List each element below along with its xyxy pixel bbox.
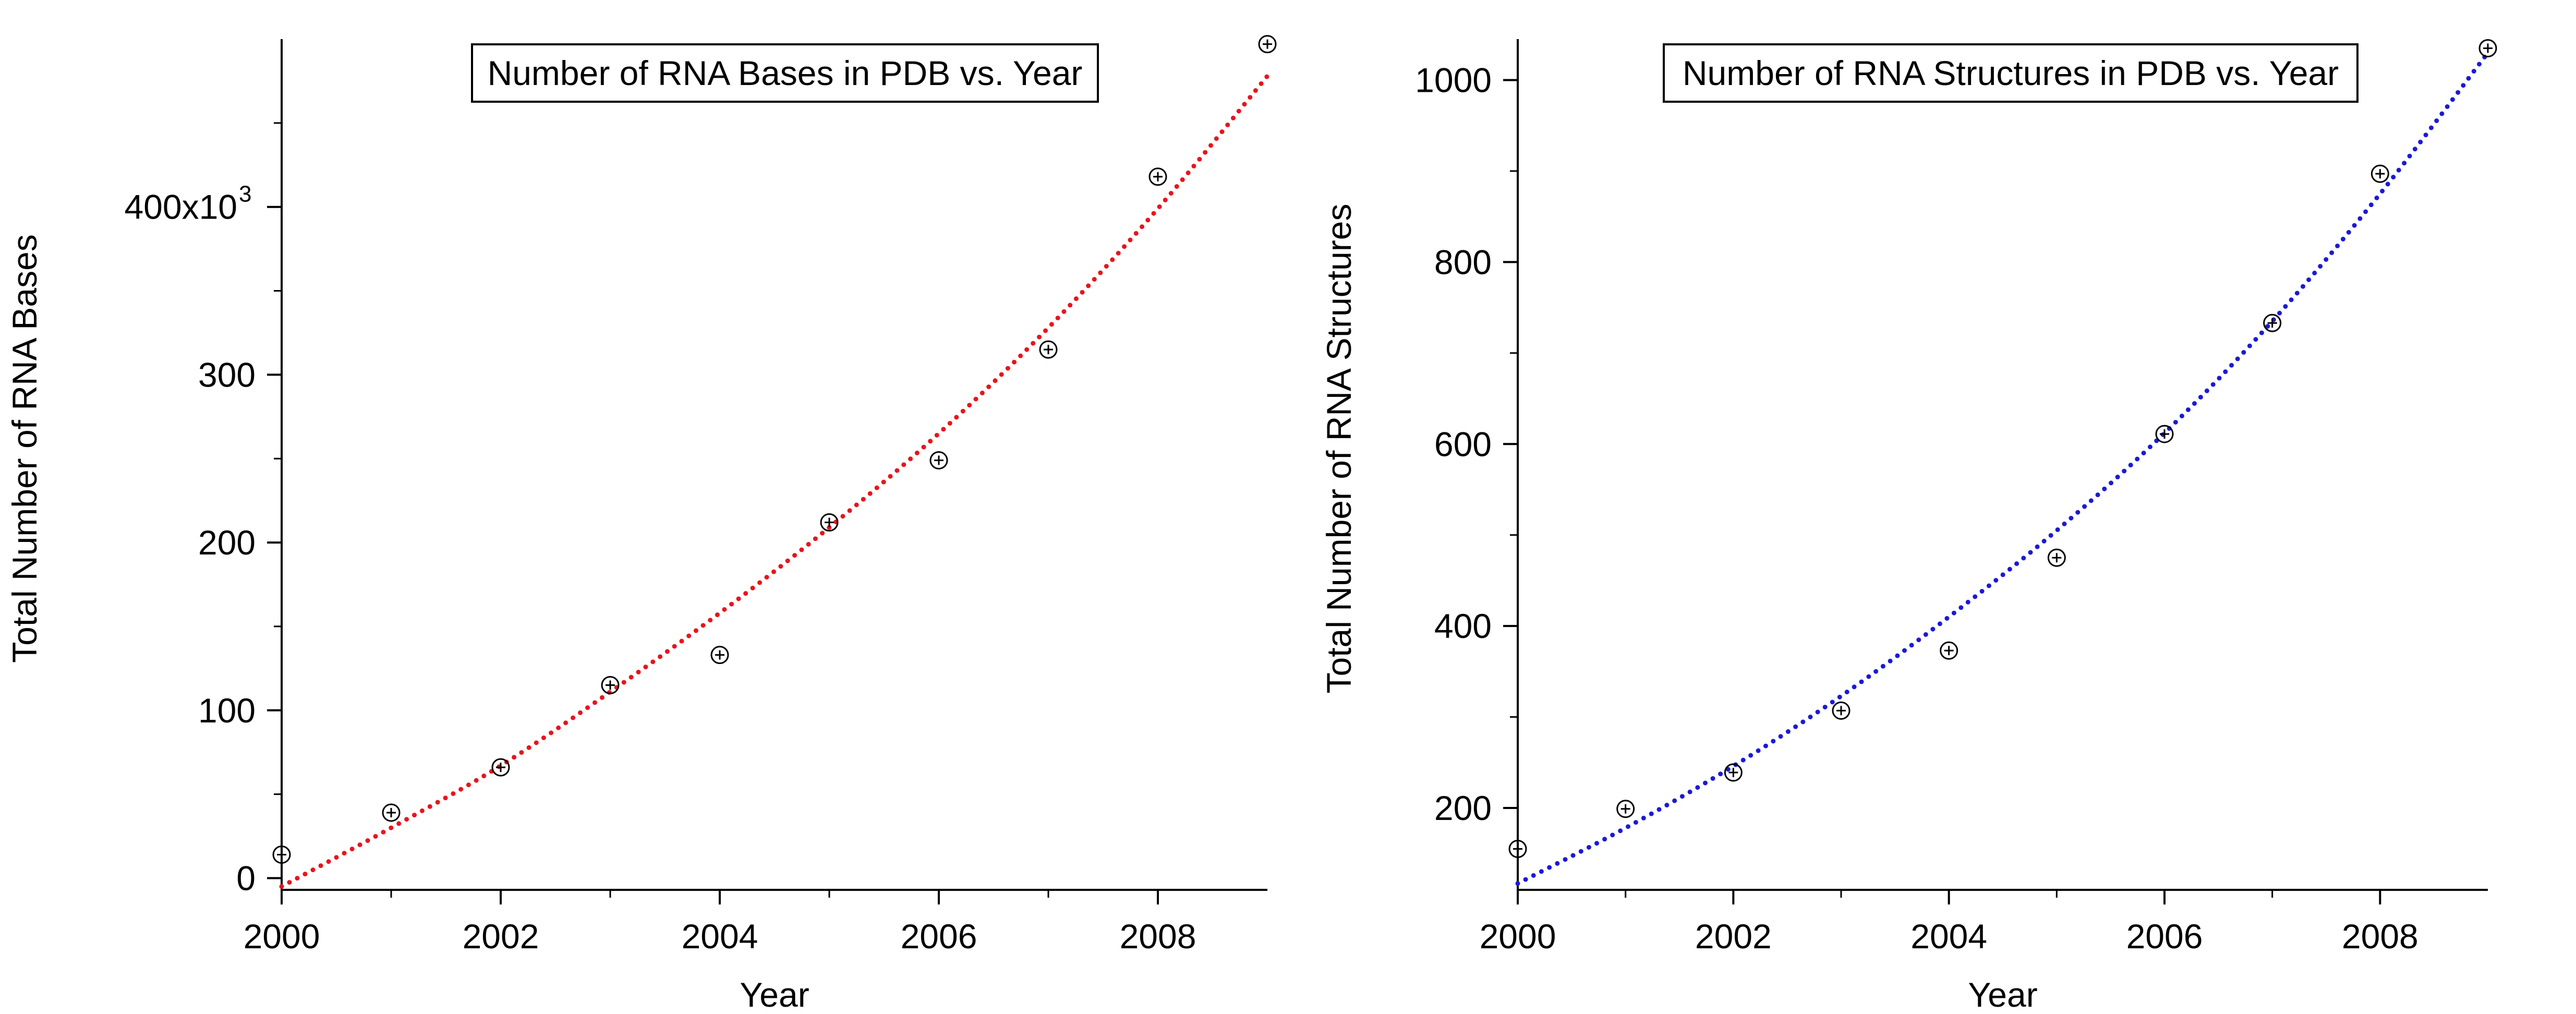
y-tick-label: 200 (1434, 789, 1492, 827)
y-tick-label: 200 (198, 523, 256, 562)
chart-title-box: Number of RNA Structures in PDB vs. Year (1663, 43, 2359, 103)
x-axis-label: Year (1968, 975, 2037, 1014)
x-axis-ticks: 2000 2002 2004 2006 2008 (1480, 890, 2418, 956)
data-point (2478, 39, 2497, 57)
y-axis-ticks: 200 400 600 800 1000 (1415, 61, 1518, 827)
y-axis-ticks: 0 100 200 300 400x10 3 (124, 122, 282, 897)
data-point (491, 758, 510, 777)
x-tick-label: 2004 (1910, 917, 1987, 956)
data-point (1508, 840, 1527, 859)
y-tick-label: 1000 (1415, 61, 1492, 99)
fit-curve (279, 74, 1270, 889)
data-point (1039, 340, 1058, 359)
data-point (382, 803, 401, 822)
y-tick-exponent: 3 (239, 182, 251, 207)
y-tick-label: 600 (1434, 425, 1492, 463)
data-point (1616, 800, 1635, 818)
fit-curve (1515, 50, 2490, 886)
y-axis-label: Total Number of RNA Structures (1320, 203, 1358, 693)
data-point (710, 646, 729, 665)
data-point (820, 513, 839, 532)
x-tick-label: 2008 (2342, 917, 2418, 956)
data-point (272, 845, 291, 864)
y-tick-label: 400x10 (124, 188, 237, 226)
chart-title-box: Number of RNA Bases in PDB vs. Year (471, 43, 1099, 103)
data-point (1148, 167, 1167, 186)
data-point (2263, 313, 2282, 332)
y-tick-label: 300 (198, 355, 256, 394)
x-axis-label: Year (740, 975, 809, 1014)
x-tick-label: 2002 (463, 917, 539, 956)
data-point (1940, 641, 1958, 660)
chart-rna-bases: 2000 2002 2004 2006 2008 0 100 200 300 400x10 3 N… (5, 35, 1277, 1014)
data-point (929, 451, 948, 469)
x-tick-label: 2008 (1120, 917, 1196, 956)
chart-title: Number of RNA Structures in PDB vs. Year (1683, 54, 2339, 92)
data-point (1832, 701, 1851, 720)
data-point (2155, 425, 2174, 443)
data-point (2047, 548, 2066, 567)
chart-title-border (471, 43, 1099, 103)
data-points (272, 35, 1277, 864)
y-tick-label: 800 (1434, 243, 1492, 281)
data-point (601, 676, 620, 695)
chart-title-border (1663, 43, 2359, 103)
x-tick-label: 2002 (1695, 917, 1772, 956)
chart-rna-structures: 2000 2002 2004 2006 2008 200 400 600 800 1000 Nu… (1320, 39, 2497, 1014)
fit-line (1515, 50, 2490, 886)
x-tick-label: 2006 (901, 917, 977, 956)
x-tick-label: 2004 (682, 917, 758, 956)
data-point (1258, 35, 1277, 54)
x-tick-label: 2000 (1480, 917, 1556, 956)
y-axis-label: Total Number of RNA Bases (5, 234, 44, 663)
plot-axes (281, 39, 1267, 891)
y-tick-label: 100 (198, 691, 256, 730)
x-tick-label: 2006 (2126, 917, 2203, 956)
y-tick-label: 0 (236, 859, 256, 897)
chart-title: Number of RNA Bases in PDB vs. Year (488, 54, 1083, 92)
data-points (1508, 39, 2497, 859)
x-axis-ticks: 2000 2002 2004 2006 2008 (244, 890, 1196, 956)
data-point (2371, 164, 2389, 183)
y-tick-label: 400 (1434, 607, 1492, 645)
x-tick-label: 2000 (244, 917, 320, 956)
plot-axes (1517, 39, 2488, 891)
fit-line (279, 74, 1270, 889)
data-point (1724, 763, 1743, 782)
